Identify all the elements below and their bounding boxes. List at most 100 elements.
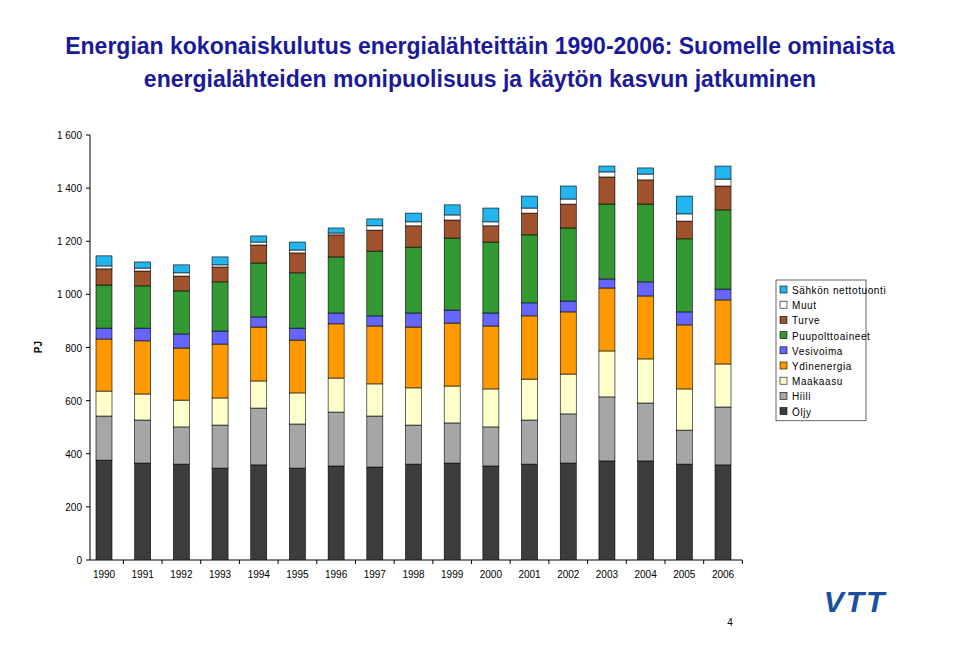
bar-segment bbox=[135, 420, 151, 463]
legend-label: Öljy bbox=[792, 407, 812, 418]
bar-segment bbox=[676, 221, 692, 239]
chart: 02004006008001 0001 2001 4001 600PJ19901… bbox=[0, 0, 960, 645]
bar-segment bbox=[96, 285, 112, 328]
bar-segment bbox=[406, 425, 422, 464]
bar-segment bbox=[135, 328, 151, 341]
bar-segment bbox=[251, 245, 267, 263]
bar-segment bbox=[251, 327, 267, 381]
bar-segment bbox=[406, 247, 422, 313]
bar-segment bbox=[444, 386, 460, 423]
bar-segment bbox=[289, 424, 305, 468]
bar-segment bbox=[676, 196, 692, 214]
bar-segment bbox=[638, 296, 654, 359]
x-tick-label: 1991 bbox=[132, 569, 155, 580]
legend-swatch bbox=[780, 347, 787, 354]
bar-segment bbox=[444, 463, 460, 560]
bar-segment bbox=[638, 461, 654, 560]
bar-segment bbox=[251, 242, 267, 245]
x-tick-label: 1993 bbox=[209, 569, 232, 580]
bar-segment bbox=[367, 316, 383, 326]
bar-segment bbox=[638, 359, 654, 403]
legend-label: Vesivoima bbox=[792, 346, 843, 357]
bar-segment bbox=[522, 196, 538, 208]
bar-segment bbox=[96, 328, 112, 339]
x-tick-label: 2003 bbox=[596, 569, 619, 580]
x-tick-label: 2002 bbox=[557, 569, 580, 580]
bar-segment bbox=[135, 463, 151, 560]
x-tick bbox=[355, 560, 356, 564]
bar-segment bbox=[289, 328, 305, 340]
bar-segment bbox=[444, 215, 460, 220]
bar-segment bbox=[289, 468, 305, 560]
legend-swatch bbox=[780, 392, 787, 399]
bar-segment bbox=[367, 326, 383, 384]
bar-segment bbox=[676, 239, 692, 312]
bar-segment bbox=[522, 316, 538, 379]
bar-segment bbox=[328, 235, 344, 257]
bar-segment bbox=[715, 364, 731, 407]
bar-segment bbox=[715, 465, 731, 560]
x-tick bbox=[432, 560, 433, 564]
bar-segment bbox=[406, 327, 422, 388]
x-tick bbox=[742, 560, 743, 564]
bar-segment bbox=[560, 463, 576, 560]
legend-swatch bbox=[780, 377, 787, 384]
bar-segment bbox=[483, 208, 499, 222]
bar-segment bbox=[328, 324, 344, 378]
bar-segment bbox=[173, 291, 189, 334]
x-tick bbox=[510, 560, 511, 564]
bar-segment bbox=[676, 430, 692, 464]
x-tick bbox=[703, 560, 704, 564]
x-tick-label: 1990 bbox=[93, 569, 116, 580]
bar-segment bbox=[444, 310, 460, 323]
bar-segment bbox=[715, 289, 731, 300]
x-tick bbox=[278, 560, 279, 564]
y-tick-label: 1 200 bbox=[57, 236, 82, 247]
bar-segment bbox=[715, 300, 731, 364]
bar-segment bbox=[212, 257, 228, 265]
bar-segment bbox=[483, 466, 499, 560]
bar-segment bbox=[406, 388, 422, 425]
bar-segment bbox=[560, 414, 576, 463]
bar-segment bbox=[251, 317, 267, 327]
bar-segment bbox=[289, 253, 305, 273]
bar-segment bbox=[560, 374, 576, 414]
bar-segment bbox=[522, 420, 538, 464]
x-tick bbox=[200, 560, 201, 564]
bar-segment bbox=[638, 282, 654, 296]
bar-segment bbox=[483, 326, 499, 389]
x-tick-label: 1998 bbox=[402, 569, 425, 580]
bar-segment bbox=[406, 226, 422, 247]
bar-segment bbox=[367, 384, 383, 416]
x-tick-label: 2000 bbox=[480, 569, 503, 580]
bar-segment bbox=[599, 461, 615, 560]
x-tick bbox=[626, 560, 627, 564]
legend-label: Muut bbox=[792, 300, 817, 311]
bar-segment bbox=[367, 251, 383, 316]
bar-segment bbox=[289, 340, 305, 393]
bar-segment bbox=[212, 282, 228, 331]
x-tick-label: 1995 bbox=[286, 569, 309, 580]
logo: VTT bbox=[824, 585, 887, 618]
bar-segment bbox=[676, 312, 692, 325]
x-tick bbox=[162, 560, 163, 564]
y-tick-label: 400 bbox=[65, 449, 82, 460]
bar-segment bbox=[638, 174, 654, 180]
legend-swatch bbox=[780, 332, 787, 339]
legend-swatch bbox=[780, 362, 787, 369]
bar-segment bbox=[135, 271, 151, 286]
y-tick-label: 600 bbox=[65, 396, 82, 407]
x-tick-label: 2006 bbox=[712, 569, 735, 580]
bar-segment bbox=[289, 242, 305, 250]
bar-segment bbox=[96, 256, 112, 266]
bar-segment bbox=[715, 166, 731, 179]
bar-segment bbox=[328, 412, 344, 466]
bar-segment bbox=[328, 257, 344, 313]
y-tick-label: 1 600 bbox=[57, 130, 82, 141]
legend-box bbox=[776, 280, 866, 421]
x-tick bbox=[548, 560, 549, 564]
y-tick bbox=[86, 506, 90, 507]
legend-swatch bbox=[780, 316, 787, 323]
bar-segment bbox=[406, 213, 422, 222]
y-tick bbox=[86, 400, 90, 401]
